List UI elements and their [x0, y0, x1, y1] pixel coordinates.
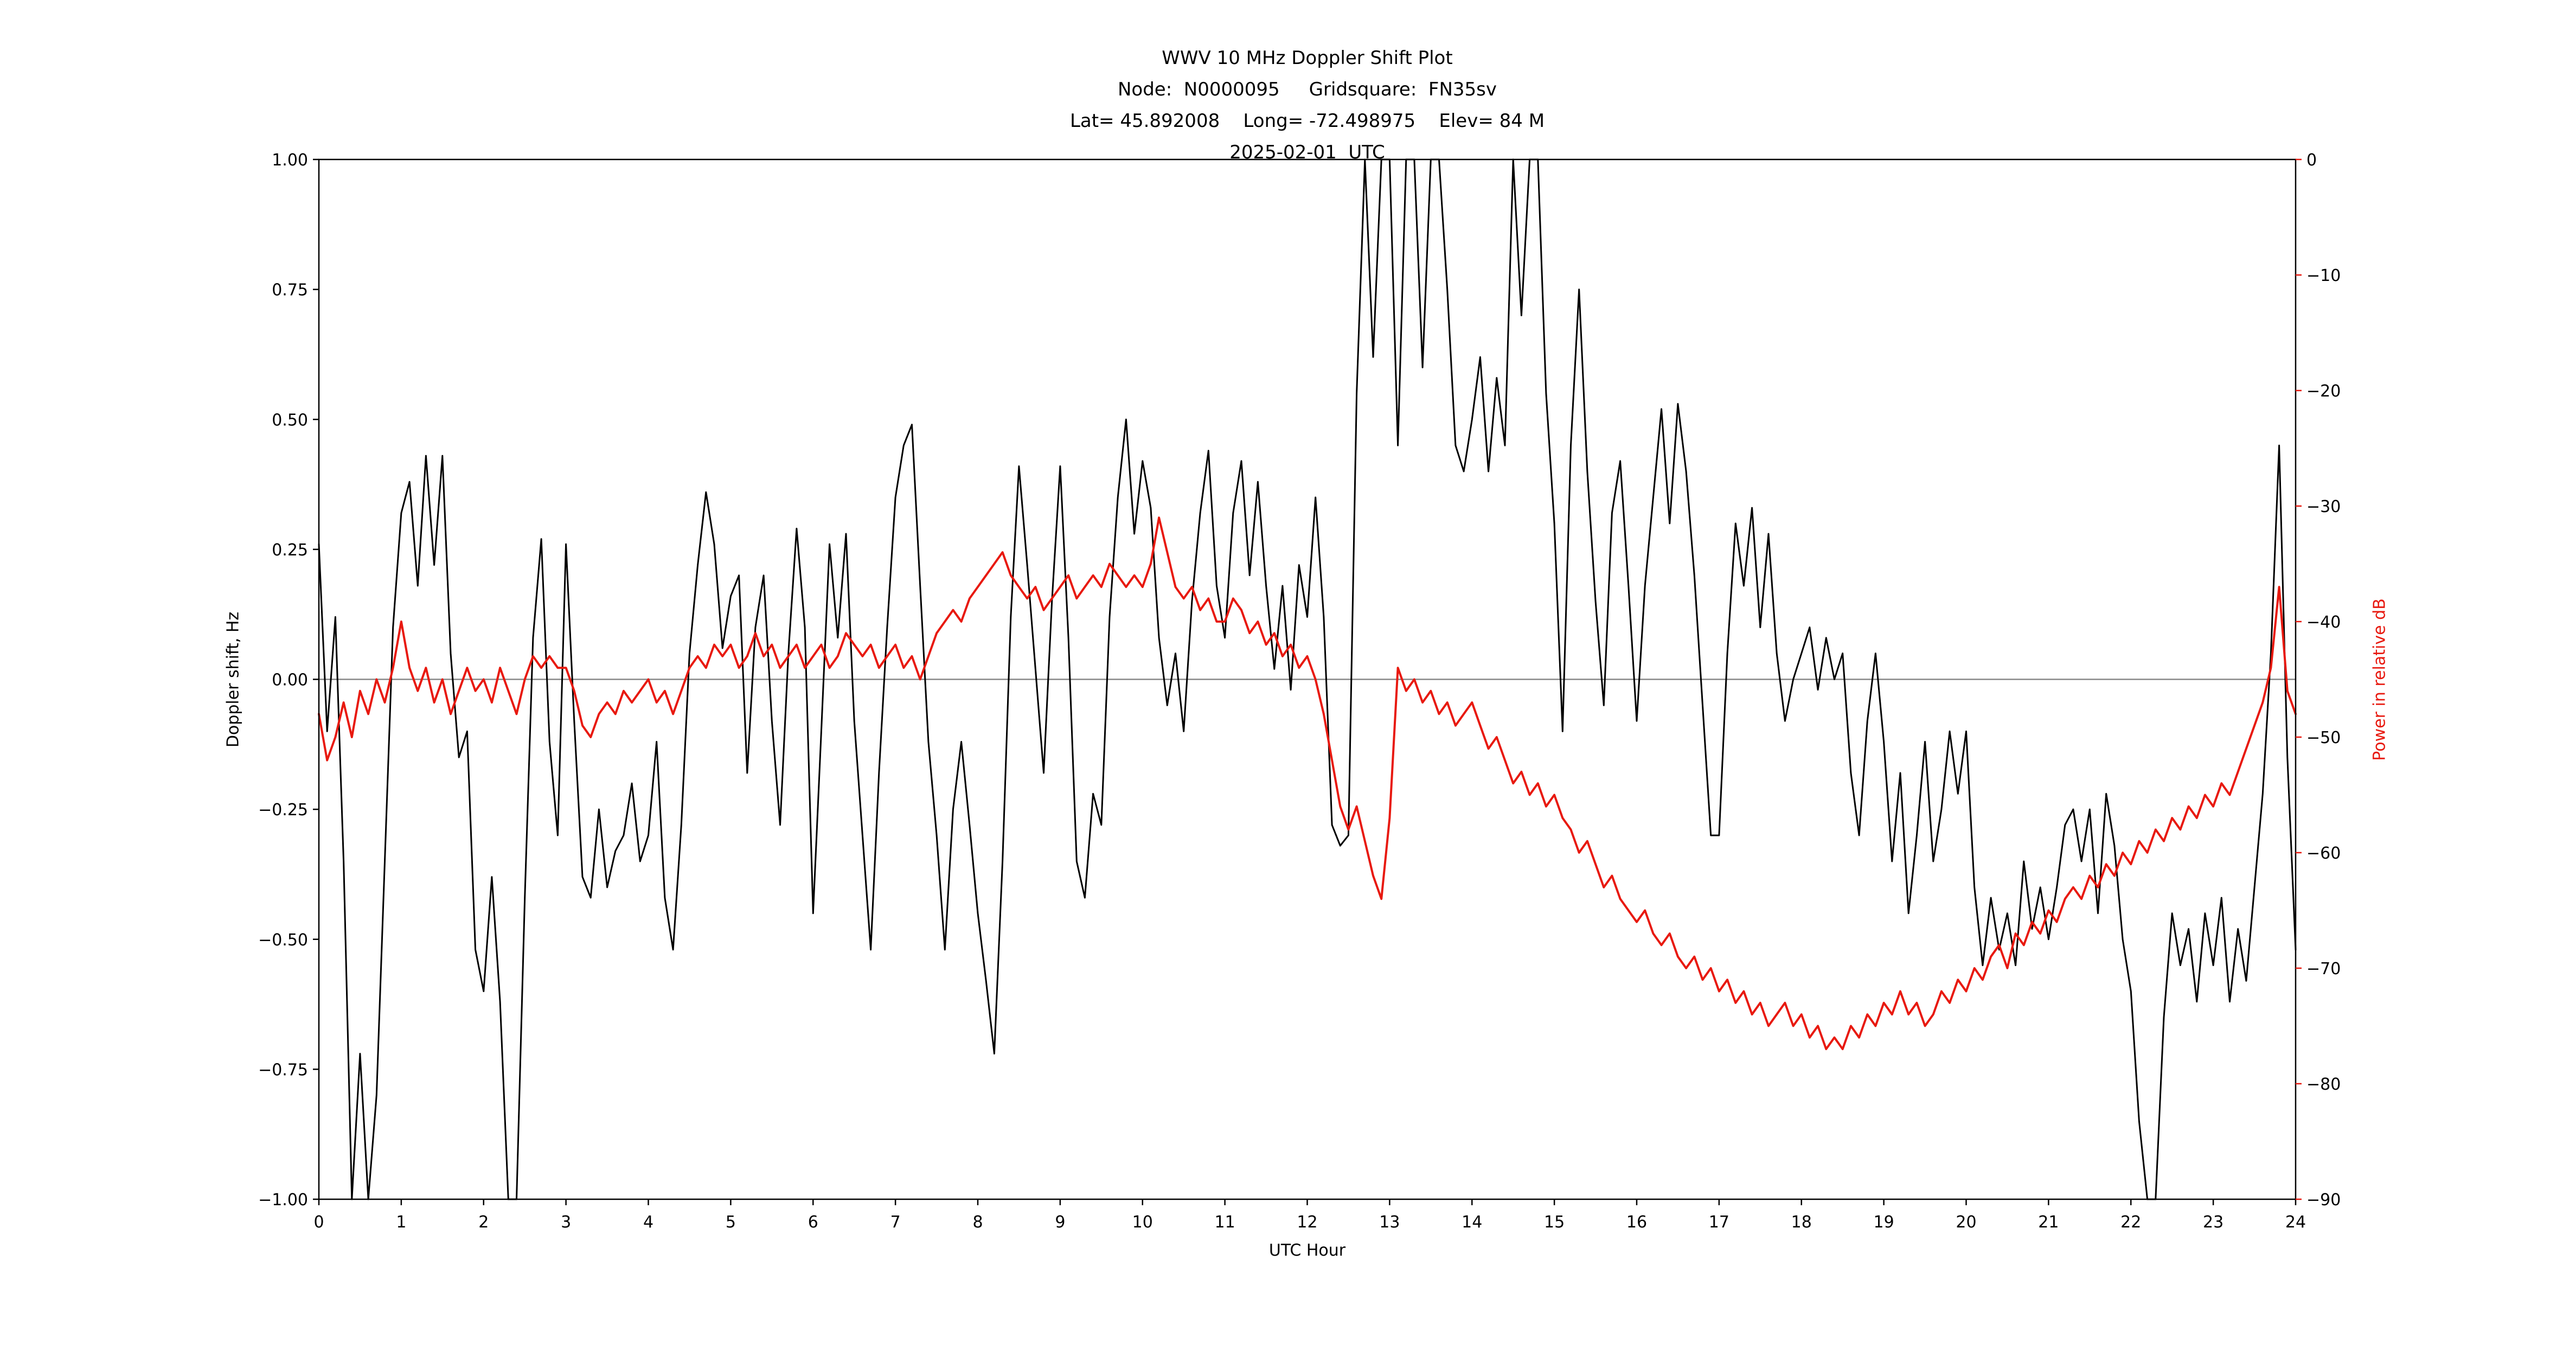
x-tick-label: 8 — [972, 1213, 983, 1232]
x-axis-label: UTC Hour — [1268, 1241, 1346, 1260]
y-right-tick-label: −20 — [2306, 382, 2341, 401]
x-tick-label: 10 — [1132, 1213, 1153, 1232]
y-left-tick-label: −0.75 — [258, 1060, 308, 1079]
y-left-tick-label: 1.00 — [272, 151, 308, 170]
y-left-tick-label: −0.50 — [258, 931, 308, 950]
chart-title: WWV 10 MHz Doppler Shift Plot — [1162, 47, 1453, 69]
y-right-tick-label: 0 — [2306, 151, 2317, 170]
x-tick-label: 19 — [1874, 1213, 1894, 1232]
chart-subtitle-coords: Lat= 45.892008 Long= -72.498975 Elev= 84… — [1069, 110, 1545, 132]
y-left-tick-label: −0.25 — [258, 801, 308, 820]
chart-subtitle-date: 2025-02-01 UTC — [1229, 142, 1385, 163]
x-tick-label: 14 — [1462, 1213, 1482, 1232]
y-right-tick-label: −70 — [2306, 960, 2341, 978]
y-left-tick-label: −1.00 — [258, 1191, 308, 1210]
doppler-series-line — [318, 158, 2297, 1200]
y-axis-label-left: Doppler shift, Hz — [223, 611, 243, 748]
x-tick-label: 23 — [2203, 1213, 2223, 1232]
x-tick-label: 18 — [1791, 1213, 1812, 1232]
y-left-tick-label: 0.25 — [272, 541, 308, 560]
power-series-line — [318, 516, 2297, 1051]
x-tick-label: 22 — [2120, 1213, 2141, 1232]
y-right-tick-label: −50 — [2306, 728, 2341, 747]
y-left-tick-label: 0.00 — [272, 671, 308, 690]
x-tick-label: 13 — [1379, 1213, 1400, 1232]
x-tick-label: 11 — [1215, 1213, 1235, 1232]
x-tick-label: 16 — [1626, 1213, 1647, 1232]
x-tick-label: 5 — [726, 1213, 736, 1232]
x-tick-label: 0 — [313, 1213, 324, 1232]
x-tick-label: 4 — [643, 1213, 653, 1232]
x-tick-label: 3 — [561, 1213, 571, 1232]
chart-subtitle-node: Node: N0000095 Gridsquare: FN35sv — [1117, 79, 1497, 100]
y-right-tick-label: −30 — [2306, 497, 2341, 516]
y-right-tick-label: −80 — [2306, 1075, 2341, 1094]
x-tick-label: 1 — [396, 1213, 406, 1232]
x-tick-label: 7 — [890, 1213, 901, 1232]
y-left-tick-label: 0.75 — [272, 281, 308, 300]
chart-title-block: WWV 10 MHz Doppler Shift Plot Node: N000… — [319, 42, 2296, 168]
y-right-tick-label: −10 — [2306, 266, 2341, 285]
y-left-tick-label: 0.50 — [272, 411, 308, 430]
x-tick-label: 24 — [2285, 1213, 2306, 1232]
x-tick-label: 6 — [808, 1213, 818, 1232]
x-tick-label: 17 — [1709, 1213, 1729, 1232]
y-right-tick-label: −90 — [2306, 1191, 2341, 1210]
x-tick-label: 2 — [478, 1213, 489, 1232]
x-tick-label: 20 — [1956, 1213, 1976, 1232]
x-tick-label: 9 — [1055, 1213, 1065, 1232]
x-tick-label: 15 — [1544, 1213, 1565, 1232]
y-axis-label-right: Power in relative dB — [2370, 598, 2389, 761]
x-tick-label: 21 — [2038, 1213, 2059, 1232]
y-right-tick-label: −40 — [2306, 613, 2341, 632]
y-right-tick-label: −60 — [2306, 844, 2341, 863]
x-tick-label: 12 — [1297, 1213, 1317, 1232]
